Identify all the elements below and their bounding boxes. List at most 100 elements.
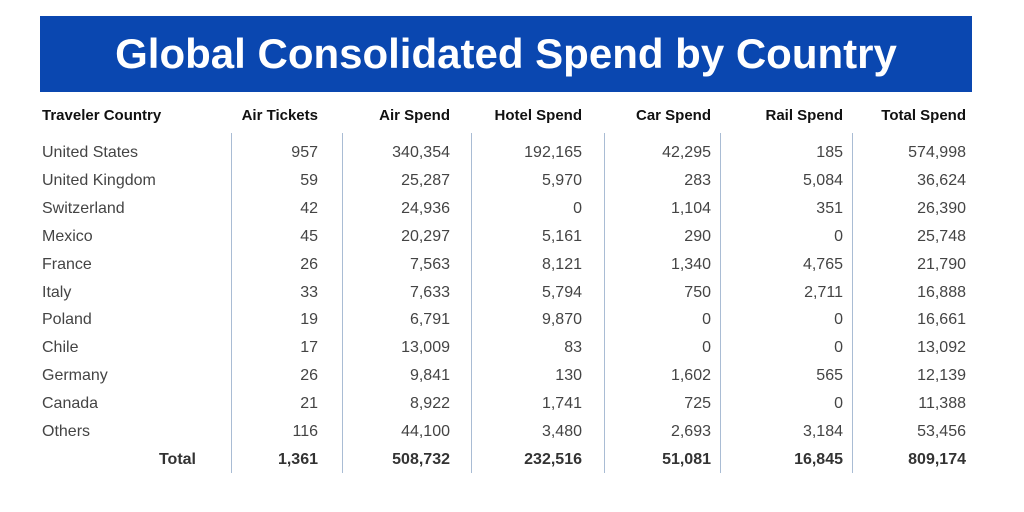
row-label: Canada	[42, 395, 99, 413]
cell-value: 574,998	[908, 144, 966, 161]
cell-value: 7,563	[409, 255, 450, 273]
cell-value: 6,791	[409, 311, 450, 329]
cell-value: 5,161	[541, 227, 582, 245]
cell-value: 26	[300, 255, 318, 273]
column-divider	[720, 133, 721, 473]
cell-value: Air Tickets	[241, 107, 318, 124]
cell-value: 16,888	[917, 283, 966, 301]
row-label: Traveler Country	[42, 107, 162, 124]
cell-value: Total Spend	[881, 107, 966, 124]
cell-value: 7,633	[409, 283, 450, 301]
cell-value: 26,390	[917, 199, 966, 217]
cell-value: 13,092	[917, 339, 966, 357]
cell-value: 809,174	[908, 451, 966, 468]
table-row: Others 116 44,100 3,480 2,693 3,184 53,456	[0, 418, 1024, 446]
table-row: Germany 26 9,841 130 1,602 565 12,139	[0, 362, 1024, 390]
row-label: Poland	[42, 311, 92, 329]
cell-value: 24,936	[401, 199, 450, 217]
cell-value: 4,765	[802, 255, 843, 273]
cell-value: 0	[834, 339, 843, 357]
title-bar: Global Consolidated Spend by Country	[40, 16, 972, 92]
cell-value: 33	[300, 283, 318, 301]
cell-value: 8,121	[541, 255, 582, 273]
row-label: Others	[42, 423, 91, 440]
column-divider	[471, 133, 472, 473]
cell-value: 0	[834, 395, 843, 413]
row-label: United Kingdom	[42, 171, 156, 189]
cell-value: 0	[702, 339, 711, 357]
cell-value: Air Spend	[379, 107, 450, 124]
cell-value: 42	[300, 199, 318, 217]
cell-value: 53,456	[917, 423, 966, 440]
table-row: United States 957 340,354 192,165 42,295 185 5…	[0, 139, 1024, 167]
cell-value: 25,748	[917, 227, 966, 245]
cell-value: 19	[300, 311, 318, 329]
cell-value: 957	[291, 144, 318, 161]
cell-value: 5,970	[541, 171, 582, 189]
cell-value: 2,693	[670, 423, 711, 440]
cell-value: 0	[573, 199, 582, 217]
cell-value: 1,361	[277, 451, 318, 468]
total-row: Total 1,361 508,732 232,516 51,081 16,845 809,…	[0, 446, 1024, 474]
table-row: Switzerland 42 24,936 0 1,104 351 26,390	[0, 195, 1024, 223]
column-divider	[852, 133, 853, 473]
cell-value: 51,081	[662, 451, 711, 468]
column-divider	[604, 133, 605, 473]
page-title: Global Consolidated Spend by Country	[115, 30, 897, 77]
cell-value: 25,287	[401, 171, 450, 189]
cell-value: Hotel Spend	[494, 107, 582, 124]
row-label: Mexico	[42, 227, 93, 245]
table-row: France 26 7,563 8,121 1,340 4,765 21,790	[0, 251, 1024, 279]
table-row: United Kingdom 59 25,287 5,970 283 5,084 36,62…	[0, 167, 1024, 195]
cell-value: 192,165	[524, 144, 582, 161]
cell-value: 9,841	[409, 367, 450, 385]
cell-value: 185	[816, 144, 843, 161]
cell-value: 21	[300, 395, 318, 413]
cell-value: 45	[300, 227, 318, 245]
cell-value: 283	[684, 171, 711, 189]
row-label: Germany	[42, 367, 108, 385]
row-label: United States	[42, 144, 139, 161]
row-label: Switzerland	[42, 199, 125, 217]
column-divider	[231, 133, 232, 473]
header-row: Traveler Country Air Tickets Air Spend Hote…	[0, 102, 1024, 130]
cell-value: 351	[816, 199, 843, 217]
cell-value: 16,845	[794, 451, 843, 468]
cell-value: 8,922	[409, 395, 450, 413]
row-label: Total	[158, 451, 196, 468]
cell-value: 1,741	[541, 395, 582, 413]
cell-value: 44,100	[401, 423, 450, 440]
cell-value: 290	[684, 227, 711, 245]
table-row: Poland 19 6,791 9,870 0 0 16,661	[0, 306, 1024, 334]
cell-value: 1,104	[670, 199, 711, 217]
cell-value: 1,602	[670, 367, 711, 385]
cell-value: 9,870	[541, 311, 582, 329]
cell-value: 232,516	[524, 451, 582, 468]
cell-value: 3,480	[541, 423, 582, 440]
cell-value: 26	[300, 367, 318, 385]
row-label: Italy	[42, 283, 72, 301]
cell-value: 565	[816, 367, 843, 385]
cell-value: 12,139	[917, 367, 966, 385]
cell-value: 13,009	[401, 339, 450, 357]
cell-value: 340,354	[392, 144, 450, 161]
row-label: France	[42, 255, 92, 273]
cell-value: 2,711	[804, 283, 843, 301]
cell-value: 83	[564, 339, 582, 357]
cell-value: 1,340	[670, 255, 711, 273]
cell-value: 508,732	[392, 451, 450, 468]
cell-value: 17	[300, 339, 318, 357]
cell-value: 20,297	[401, 227, 450, 245]
cell-value: 725	[684, 395, 711, 413]
table-row: Mexico 45 20,297 5,161 290 0 25,748	[0, 223, 1024, 251]
table-row: Canada 21 8,922 1,741 725 0 11,388	[0, 390, 1024, 418]
cell-value: Rail Spend	[765, 107, 843, 124]
cell-value: 0	[834, 227, 843, 245]
cell-value: 42,295	[662, 144, 711, 161]
cell-value: 5,084	[802, 171, 843, 189]
cell-value: 130	[555, 367, 582, 385]
row-label: Chile	[42, 339, 79, 357]
cell-value: Car Spend	[635, 107, 711, 124]
table-row: Italy 33 7,633 5,794 750 2,711 16,888	[0, 279, 1024, 307]
cell-value: 116	[292, 423, 318, 440]
